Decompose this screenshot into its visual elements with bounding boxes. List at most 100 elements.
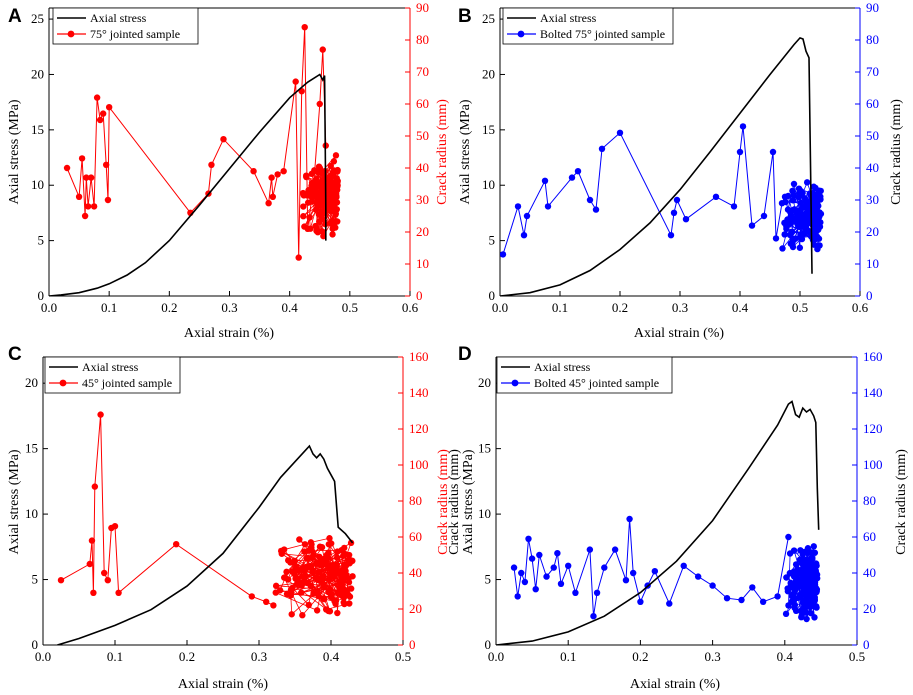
panel-d-legend: Axial stress Bolted 45° jointed sample [496,356,673,394]
panel-c-crack-cluster-point [323,557,330,564]
panel-d-y2tick-label: 120 [863,421,883,436]
panel-d-crack-point [518,569,525,577]
panel-a-xtick-label: 0.6 [402,300,419,315]
panel-d-crack-point [593,589,601,596]
panel-b-ytick-label: 0 [489,288,496,303]
panel-a-stress-line [49,73,327,296]
panel-a-crack-point [78,155,86,162]
panel-a-crack-point [105,104,113,111]
panel-b-crack-cluster-line [785,200,807,203]
panel-d: D 0.0 0.1 0.2 0.3 0.4 0.505101520020406080100… [447,344,909,692]
panel-a-crack-point [269,193,277,200]
panel-a-plot: 0.0 0.1 0.2 0.3 0.4 0.5 0.60510152025010203040… [31,0,429,315]
panel-a-crack-cluster-line [305,175,329,211]
panel-c-y2tick-label: 120 [409,421,429,436]
panel-a-crack-point [280,168,287,175]
panel-a-ytick-label: 0 [38,288,45,303]
panel-b-crack-point [682,216,690,223]
panel-a-ytick-label: 10 [31,177,44,192]
panel-c-crack-cluster-line [311,549,342,552]
panel-b-crack-cluster-line [792,217,804,243]
panel-c-crack-cluster-line [283,577,303,616]
panel-b-plot: 0.0 0.1 0.2 0.3 0.4 0.5 0.60510152025010203040… [482,0,879,315]
panel-d-crack-point [557,580,565,587]
panel-c-legend-crack: 45° jointed sample [82,376,172,390]
panel-a-crack-cluster-point [300,191,307,198]
panel-b-crack-point [772,235,780,242]
panel-d-crack-point [550,564,557,571]
panel-d-ylabel: Axial stress (MPa) [461,449,476,554]
panel-d-letter: D [458,344,472,365]
panel-a-y2tick-label: 90 [416,0,429,15]
panel-d-xtick-label: 0.4 [777,649,794,664]
panel-d-ytick-label: 10 [478,506,491,521]
panel-c-crack-cluster-line [294,560,318,592]
panel-c-crack-cluster-line [308,563,317,606]
panel-b-y2tick-label: 30 [866,192,879,207]
panel-b-crack-point [790,180,798,188]
panel-a-legend-crack: 75° jointed sample [90,27,180,41]
panel-d-crack-cluster-point [796,593,803,601]
panel-c-ylabel: Axial stress (MPa) [7,449,22,554]
panel-d-crack-cluster-line [792,572,816,595]
panel-d-crack-point [521,578,529,586]
panel-a-crack-point [63,164,71,172]
panel-d-crack-point [514,593,521,600]
panel-c-xtick-label: 0.5 [395,649,411,664]
panel-a-crack-point [96,116,104,124]
panel-d-crack-point [536,551,543,559]
panel-b-ytick-label: 5 [489,233,496,248]
panel-b-crack-point [739,123,747,130]
panel-c-y2tick-label: 140 [409,385,429,400]
panel-b-y2tick-label: 60 [866,96,879,111]
panel-d-crack-point [694,573,702,580]
panel-b-legend: Axial stress Bolted 75° jointed sample [502,7,674,45]
panel-a-crack-point [268,174,275,181]
panel-b-crack-point [667,232,675,239]
panel-a-crack-point [102,161,110,168]
panel-c-crack-cluster-line [281,553,353,562]
panel-c-crack-point [270,602,277,609]
panel-a-y2tick-label: 30 [416,192,429,207]
panel-c-crack-cluster-line [325,560,344,581]
panel-d-y2tick-label: 80 [863,493,876,508]
panel-b-y2tick-label: 70 [866,64,879,79]
panel-c-crack-cluster-point [284,576,292,583]
panel-c-crack-cluster-point [278,550,285,557]
panel-c-crack-point [88,537,96,544]
panel-b-crack-point [736,148,744,156]
panel-b-y2tick-label: 80 [866,32,879,47]
panel-a-crack-point [87,174,95,181]
panel-d-legend-stress: Axial stress [534,360,591,374]
panel-a-ytick-label: 20 [31,66,44,81]
panel-a-ytick-label: 15 [31,122,44,137]
panel-b-y2tick-label: 50 [866,128,879,143]
panel-b-xtick-label: 0.3 [672,300,688,315]
panel-d-xlabel: Axial strain (%) [630,677,721,692]
panel-b-crack-point [670,209,678,216]
panel-d-crack-point [680,562,687,569]
panel-c-crack-cluster-line [330,575,334,598]
panel-b-legend-crack: Bolted 75° jointed sample [540,27,665,41]
panel-b-crack-point [730,203,738,210]
panel-b-ytick-label: 20 [482,66,495,81]
panel-d-crack-cluster-line [795,564,816,585]
panel-d-ytick-label: 0 [485,637,492,652]
panel-d-y2tick-label: 60 [863,529,876,544]
panel-a-crack-point [99,110,107,117]
panel-c-y2tick-label: 20 [409,601,422,616]
panel-c-crack-cluster-point [314,588,321,595]
panel-b-crack-point [574,168,582,175]
panel-c-crack-cluster-point [308,541,315,548]
panel-b-xtick-label: 0.5 [792,300,808,315]
panel-d-xtick-label: 0.2 [632,649,648,664]
panel-b-crack-point [748,222,756,229]
panel-d-crack-point [626,515,633,523]
panel-c-y2tick-label: 0 [409,637,416,652]
panel-c-crack-point [104,577,112,584]
panel-d-series [496,400,821,645]
panel-a-xtick-label: 0.3 [221,300,237,315]
panel-a-ylabel: Axial stress (MPa) [7,99,22,204]
panel-a-crack-point [301,24,308,31]
panel-b-xtick-label: 0.6 [852,300,869,315]
